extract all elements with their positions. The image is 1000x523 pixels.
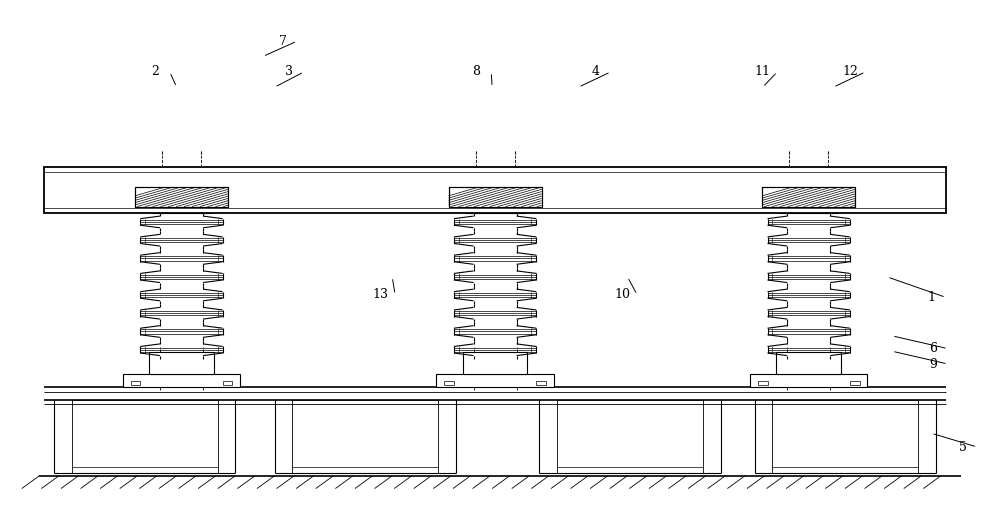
Bar (149, 352, 214, 374)
Bar (755, 182, 863, 196)
Bar (536, 381, 546, 384)
Text: 4: 4 (592, 65, 600, 78)
Bar (223, 381, 232, 384)
Bar (763, 190, 772, 194)
Bar (135, 190, 145, 194)
Text: 6: 6 (929, 342, 937, 355)
Bar (123, 374, 240, 387)
Bar (152, 196, 211, 213)
Text: 12: 12 (843, 65, 859, 78)
Text: 10: 10 (614, 288, 631, 301)
Text: 7: 7 (279, 35, 286, 48)
Text: 13: 13 (372, 288, 388, 301)
Text: 11: 11 (755, 65, 771, 78)
Bar (44, 167, 946, 213)
Text: 2: 2 (151, 65, 159, 78)
Text: 9: 9 (929, 358, 937, 370)
Text: 1: 1 (927, 291, 935, 304)
Bar (531, 190, 541, 194)
Bar (465, 196, 525, 213)
Bar (444, 381, 454, 384)
Bar (449, 187, 542, 207)
Text: 8: 8 (472, 65, 480, 78)
Bar (762, 187, 855, 207)
Bar (131, 381, 140, 384)
Text: 3: 3 (285, 65, 293, 78)
Bar (449, 187, 542, 207)
Bar (135, 187, 228, 207)
Bar (463, 352, 527, 374)
Bar (441, 182, 549, 196)
Bar (850, 381, 860, 384)
Bar (776, 352, 841, 374)
Bar (750, 374, 867, 387)
Bar (845, 190, 855, 194)
Bar (758, 381, 768, 384)
Bar (762, 187, 855, 207)
Bar (779, 196, 838, 213)
Text: 5: 5 (959, 440, 966, 453)
Bar (128, 182, 235, 196)
Bar (449, 190, 459, 194)
Bar (436, 374, 554, 387)
Bar (135, 187, 228, 207)
Bar (218, 190, 228, 194)
